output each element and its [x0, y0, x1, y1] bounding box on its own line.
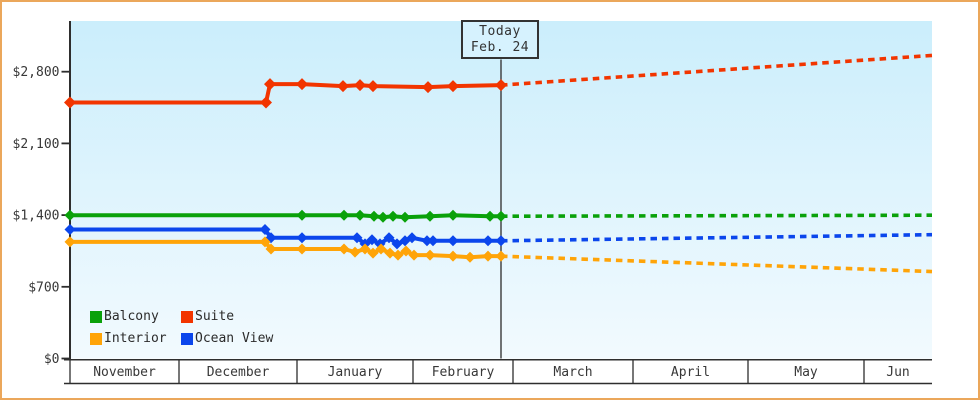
interior-data-point-marker: [296, 243, 308, 255]
balcony-history-line: [68, 213, 503, 220]
legend-label-balcony: Balcony: [104, 309, 159, 324]
x-axis-month-label: December: [207, 365, 270, 380]
balcony-data-point-marker: [377, 211, 389, 223]
balcony-data-point-marker: [424, 210, 436, 222]
ocean-view-data-point-marker: [495, 235, 507, 247]
interior-data-point-marker: [392, 249, 404, 261]
interior-data-point-marker: [259, 236, 271, 248]
balcony-data-point-marker: [447, 209, 459, 221]
series-interior: [64, 236, 933, 274]
suite-data-point-marker: [354, 79, 366, 92]
ocean-view-data-point-marker: [482, 235, 494, 247]
balcony-data-point-marker: [296, 209, 308, 221]
interior-data-point-marker: [384, 247, 396, 259]
interior-data-point-marker: [265, 243, 277, 255]
interior-data-point-marker: [424, 249, 436, 261]
interior-data-point-marker: [400, 245, 412, 257]
balcony-data-point-marker: [495, 210, 507, 222]
legend-item-ocean-view: Ocean View: [181, 332, 273, 345]
ocean-view-data-point-marker: [366, 234, 378, 246]
suite-data-point-marker: [495, 79, 507, 92]
interior-data-point-marker: [338, 243, 350, 255]
ocean-view-data-point-marker: [427, 235, 439, 247]
interior-data-point-marker: [367, 247, 379, 259]
interior-data-point-marker: [359, 243, 371, 255]
x-axis-month-label: Jun: [886, 365, 909, 380]
today-date: Feb. 24: [470, 39, 530, 55]
y-axis-tick-label: $700: [28, 280, 59, 295]
ocean-view-data-point-marker: [383, 232, 395, 244]
interior-data-point-marker: [408, 249, 420, 261]
interior-data-point-marker: [349, 246, 361, 258]
balcony-data-point-marker: [368, 210, 380, 222]
interior-data-point-marker: [64, 236, 76, 248]
x-axis-month-label: February: [432, 365, 495, 380]
balcony-forecast-line: [500, 213, 933, 219]
suite-swatch-icon: [181, 310, 193, 323]
balcony-data-point-marker: [338, 209, 350, 221]
ocean-view-data-point-marker: [296, 232, 308, 244]
suite-forecast-line: [500, 53, 933, 87]
ocean-view-data-point-marker: [64, 224, 76, 236]
suite-data-point-marker: [422, 81, 434, 94]
ocean-view-data-point-marker: [447, 235, 459, 247]
series-balcony: [64, 209, 933, 223]
legend-item-balcony: Balcony: [90, 310, 181, 323]
balcony-data-point-marker: [484, 210, 496, 222]
x-axis-month-label: May: [794, 365, 818, 380]
balcony-data-point-marker: [399, 211, 411, 223]
series-suite: [64, 53, 933, 109]
ocean-view-swatch-icon: [181, 332, 193, 345]
y-axis-tick-label: $2,100: [13, 137, 60, 152]
interior-data-point-marker: [495, 250, 507, 262]
legend-item-suite: Suite: [181, 310, 273, 323]
suite-data-point-marker: [264, 78, 276, 91]
ocean-view-data-point-marker: [259, 224, 271, 236]
chart-legend: Balcony Suite Interior Ocean View: [90, 310, 273, 345]
suite-data-point-marker: [367, 80, 379, 93]
interior-data-point-marker: [375, 243, 387, 255]
y-axis-tick-label: $1,400: [13, 209, 60, 224]
suite-data-point-marker: [447, 80, 459, 93]
series-ocean-view: [64, 224, 933, 250]
suite-data-point-marker: [64, 96, 76, 109]
x-axis-month-label: April: [671, 365, 710, 380]
balcony-data-point-marker: [354, 209, 366, 221]
x-axis-month-label: November: [93, 365, 156, 380]
interior-swatch-icon: [90, 332, 102, 345]
suite-data-point-marker: [337, 80, 349, 93]
suite-history-line: [68, 82, 503, 105]
balcony-swatch-icon: [90, 310, 102, 323]
ocean-view-data-point-marker: [406, 232, 418, 244]
legend-label-suite: Suite: [195, 309, 235, 324]
y-axis-tick-label: $0: [44, 352, 60, 367]
suite-data-point-marker: [296, 78, 308, 91]
ocean-view-data-point-marker: [391, 238, 403, 250]
ocean-view-data-point-marker: [351, 232, 363, 244]
legend-item-interior: Interior: [90, 332, 181, 345]
ocean-view-forecast-line: [500, 232, 933, 243]
balcony-data-point-marker: [387, 210, 399, 222]
suite-data-point-marker: [260, 96, 272, 109]
x-axis-month-label: January: [328, 365, 383, 380]
y-axis-tick-label: $2,800: [13, 65, 60, 80]
legend-label-interior: Interior: [104, 331, 167, 346]
legend-label-ocean-view: Ocean View: [195, 331, 274, 346]
interior-forecast-line: [500, 254, 933, 274]
today-marker-box: Today Feb. 24: [461, 20, 539, 59]
interior-data-point-marker: [447, 250, 459, 262]
balcony-data-point-marker: [64, 209, 76, 221]
interior-data-point-marker: [464, 251, 476, 263]
today-label: Today: [479, 23, 521, 39]
interior-data-point-marker: [482, 250, 494, 262]
ocean-view-data-point-marker: [421, 235, 433, 247]
x-axis-month-label: March: [553, 365, 592, 380]
